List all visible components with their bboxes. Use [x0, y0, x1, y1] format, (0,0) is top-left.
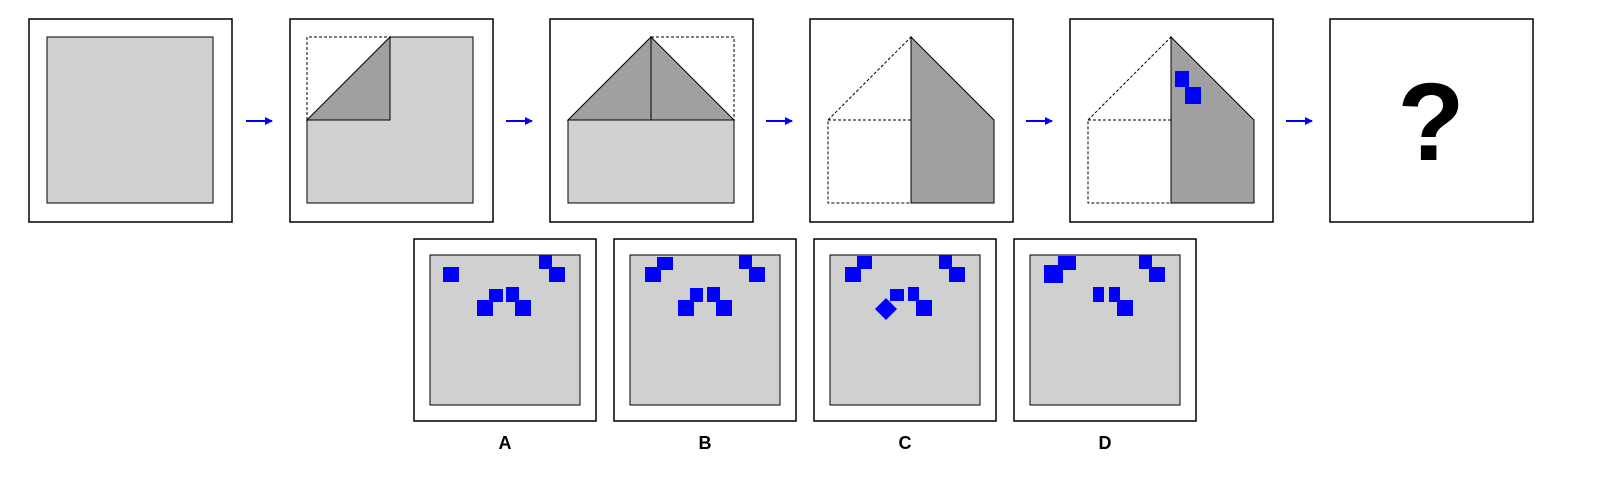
option-c[interactable]: C — [813, 238, 997, 453]
step-3-panel — [549, 18, 754, 223]
hole — [939, 255, 952, 269]
hole — [690, 288, 703, 302]
hole — [1109, 287, 1120, 302]
punched-hole — [1185, 87, 1201, 104]
hole — [845, 267, 861, 282]
hole — [908, 287, 919, 301]
folded-flap — [305, 35, 391, 121]
hole — [949, 267, 965, 282]
fold-outline-dashed — [306, 36, 390, 120]
question-mark: ? — [1397, 61, 1464, 184]
step-1-panel — [28, 18, 233, 223]
hole — [549, 267, 565, 282]
option-a[interactable]: A — [413, 238, 597, 453]
folded-paper — [910, 35, 995, 204]
option-label: D — [1099, 433, 1112, 453]
hole — [1058, 256, 1076, 270]
folded-flap-right — [650, 35, 736, 121]
hole — [716, 300, 732, 316]
hole — [1139, 255, 1152, 269]
hole — [1149, 267, 1165, 282]
hole — [890, 289, 904, 301]
hole — [916, 300, 932, 316]
hole — [749, 267, 765, 282]
step-5-panel — [1069, 18, 1274, 223]
option-label: B — [699, 433, 712, 453]
hole — [443, 267, 459, 282]
hole — [1117, 300, 1133, 316]
option-b[interactable]: B — [613, 238, 797, 453]
hole — [707, 287, 720, 302]
hole — [477, 300, 493, 316]
paper-sheet — [46, 36, 214, 204]
hole — [515, 300, 531, 316]
step-2-panel — [289, 18, 494, 223]
punched-hole — [1175, 71, 1189, 87]
hole-diamond — [875, 298, 897, 320]
option-d[interactable]: D — [1013, 238, 1197, 453]
hole — [645, 267, 661, 282]
hole — [857, 256, 872, 269]
paper-sheet — [567, 119, 735, 204]
option-label: A — [499, 433, 512, 453]
hole — [539, 255, 552, 269]
question-panel: ? — [1329, 18, 1534, 223]
fold-outline-dashed — [651, 36, 735, 120]
option-label: C — [899, 433, 912, 453]
hole — [657, 257, 673, 270]
hole — [678, 300, 694, 316]
hole — [489, 289, 503, 302]
hole — [1093, 287, 1104, 302]
hole — [739, 255, 752, 269]
folded-paper — [1170, 35, 1255, 204]
step-4-panel — [809, 18, 1014, 223]
hole — [506, 287, 519, 302]
